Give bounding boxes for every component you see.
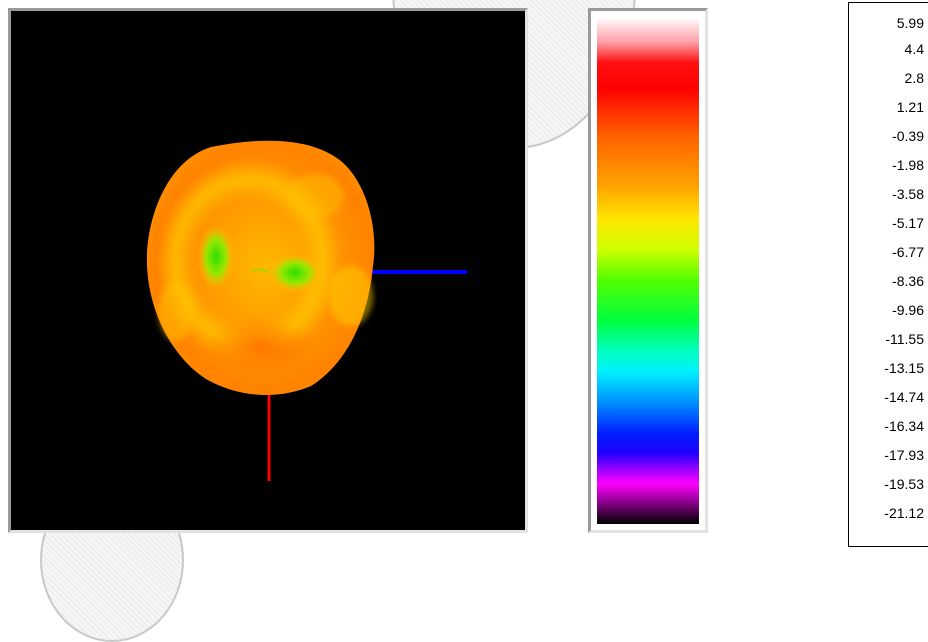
colorbar-gradient — [597, 17, 699, 524]
scale-label: -21.12 — [884, 505, 924, 521]
scale-label: 2.8 — [904, 70, 924, 86]
pattern-surface — [146, 140, 375, 396]
scale-label: -1.98 — [892, 157, 924, 173]
scale-label: -0.39 — [892, 128, 924, 144]
scale-label: 1.21 — [896, 99, 924, 115]
scale-label: -5.17 — [892, 215, 924, 231]
scale-label: -13.15 — [884, 360, 924, 376]
3d-viewport[interactable] — [8, 8, 528, 533]
colorbar-panel — [588, 8, 708, 533]
scale-label: 4.4 — [904, 41, 924, 57]
scale-label: 5.99 — [896, 15, 924, 31]
value-scale: 5.99 4.4 2.8 1.21 -0.39 -1.98 -3.58 -5.1… — [848, 2, 928, 547]
scale-label: -6.77 — [892, 244, 924, 260]
scale-label: -9.96 — [892, 302, 924, 318]
scale-label: -19.53 — [884, 476, 924, 492]
radiation-pattern-plot — [146, 140, 467, 481]
scale-label: -17.93 — [884, 447, 924, 463]
scale-label: -14.74 — [884, 389, 924, 405]
scale-label: -16.34 — [884, 418, 924, 434]
scale-label: -8.36 — [892, 273, 924, 289]
scale-label: -11.55 — [885, 331, 924, 347]
scale-label: -3.58 — [892, 186, 924, 202]
